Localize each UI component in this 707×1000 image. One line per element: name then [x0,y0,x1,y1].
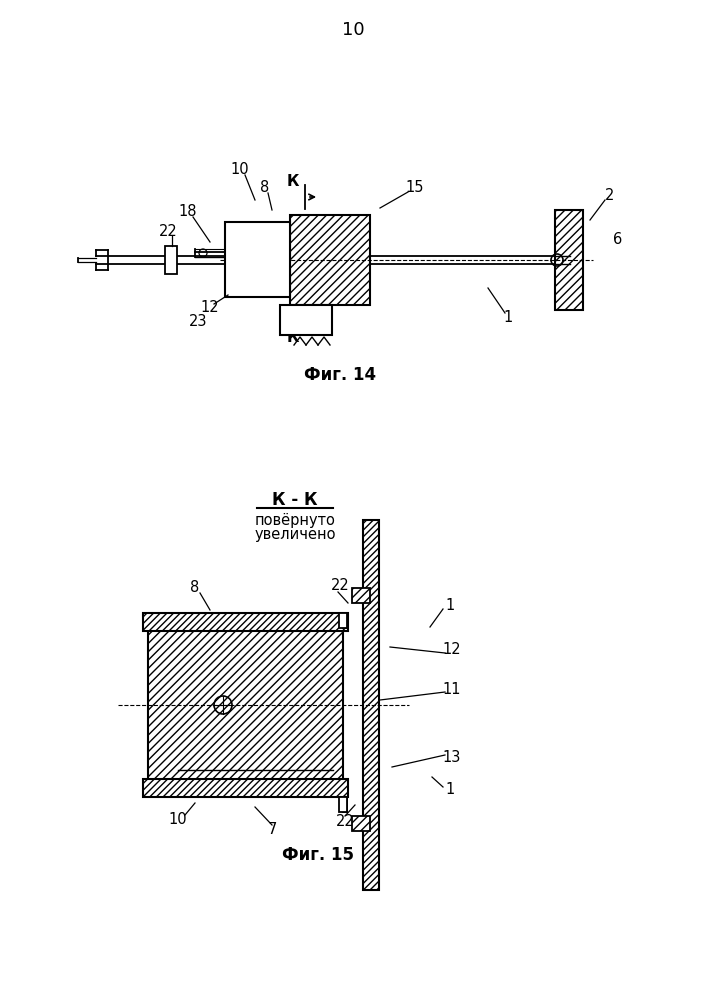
Bar [225,222,290,297]
Text: К - К: К - К [272,491,318,509]
Bar [143,613,348,631]
Text: 10: 10 [341,21,364,39]
Bar [363,520,379,890]
Text: 22: 22 [336,814,354,830]
Bar [143,779,348,797]
Text: 11: 11 [443,682,461,698]
Bar [143,779,348,797]
Bar [343,797,347,812]
Text: 8: 8 [260,180,269,196]
Text: повёрнуто: повёрнуто [255,512,335,528]
Text: К: К [287,174,299,190]
Bar [339,797,347,812]
Text: 22: 22 [331,578,349,592]
Text: 15: 15 [406,180,424,196]
Bar [280,305,332,335]
Bar [363,520,379,890]
Text: Фиг. 15: Фиг. 15 [282,846,354,864]
Bar [165,246,177,274]
Text: К: К [287,330,299,346]
Text: 10: 10 [169,812,187,828]
Bar [148,615,343,795]
Text: 2: 2 [605,188,614,202]
Text: 23: 23 [189,314,207,330]
Text: 10: 10 [230,162,250,178]
Bar [352,816,370,831]
Text: 12: 12 [443,643,461,658]
Text: 18: 18 [179,205,197,220]
Text: увеличено: увеличено [255,526,336,542]
Bar [148,615,343,795]
Text: 1: 1 [503,310,513,326]
Bar [352,588,370,603]
Bar [290,215,370,305]
Text: Фиг. 14: Фиг. 14 [304,366,376,384]
Bar [143,613,348,631]
Bar [290,215,370,305]
Bar [555,210,583,310]
Bar [352,588,370,603]
Bar [555,210,583,310]
Bar [352,816,370,831]
Text: 1: 1 [445,782,455,798]
Text: 22: 22 [158,225,177,239]
Text: 13: 13 [443,750,461,764]
Text: 7: 7 [267,822,276,838]
Text: 12: 12 [201,300,219,316]
Bar [343,613,347,628]
Text: 8: 8 [190,580,199,594]
Text: 6: 6 [614,232,623,247]
Bar [339,613,347,628]
Text: 1: 1 [445,597,455,612]
